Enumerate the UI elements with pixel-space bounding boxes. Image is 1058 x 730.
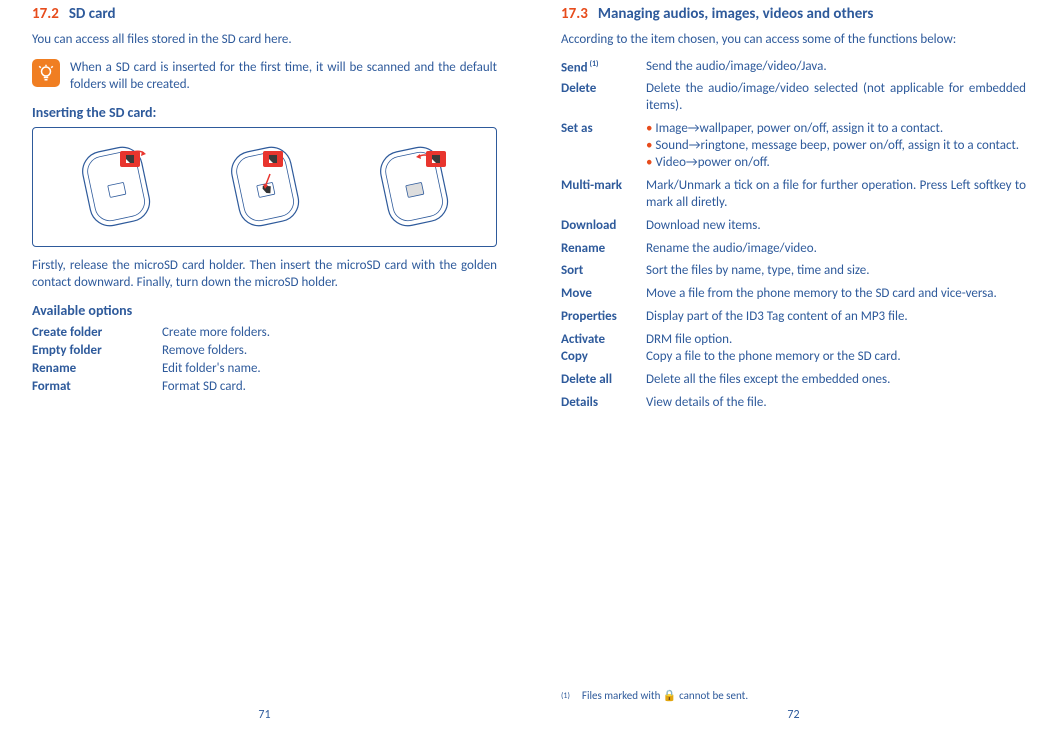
function-desc: Send the audio/image/video/Java.	[646, 59, 1026, 76]
option-label: Create folder	[32, 325, 162, 340]
phone-diagram-1	[66, 139, 166, 234]
option-desc: Edit folder's name.	[162, 361, 497, 376]
function-row: CopyCopy a file to the phone memory or t…	[561, 349, 1026, 366]
function-row: PropertiesDisplay part of the ID3 Tag co…	[561, 309, 1026, 326]
lock-icon: 🔒	[663, 689, 677, 702]
intro-text: You can access all files stored in the S…	[32, 31, 497, 49]
option-desc: Remove folders.	[162, 343, 497, 358]
section-name: Managing audios, images, videos and othe…	[598, 5, 874, 23]
options-table: Create folder Create more folders. Empty…	[32, 325, 497, 394]
option-label: Format	[32, 379, 162, 394]
function-desc: • Image→wallpaper, power on/off, assign …	[646, 121, 1026, 172]
phone-diagram-2	[215, 139, 315, 234]
function-desc: Delete the audio/image/video selected (n…	[646, 81, 1026, 115]
section-title-17-3: 17.3 Managing audios, images, videos and …	[561, 5, 1026, 23]
function-desc: DRM file option.	[646, 332, 1026, 349]
insert-description: Firstly, release the microSD card holder…	[32, 257, 497, 292]
option-row: Format Format SD card.	[32, 379, 497, 394]
option-desc: Format SD card.	[162, 379, 497, 394]
function-row: DeleteDelete the audio/image/video selec…	[561, 81, 1026, 115]
function-label: Activate	[561, 332, 646, 349]
function-desc: Delete all the files except the embedded…	[646, 372, 1026, 389]
option-label: Rename	[32, 361, 162, 376]
footnote-sup: (1)	[561, 691, 570, 701]
available-options-heading: Available options	[32, 302, 497, 319]
function-label: Copy	[561, 349, 646, 366]
section-num: 17.3	[561, 5, 588, 23]
function-label: Send (1)	[561, 59, 646, 76]
function-label: Delete	[561, 81, 646, 115]
function-label: Download	[561, 218, 646, 235]
page-number: 72	[561, 708, 1026, 722]
option-label: Empty folder	[32, 343, 162, 358]
page-left: 17.2 SD card You can access all files sto…	[0, 0, 529, 730]
function-desc: Rename the audio/image/video.	[646, 241, 1026, 258]
intro-text: According to the item chosen, you can ac…	[561, 31, 1026, 49]
function-desc: Download new items.	[646, 218, 1026, 235]
function-desc: Copy a file to the phone memory or the S…	[646, 349, 1026, 366]
function-desc: Sort the files by name, type, time and s…	[646, 263, 1026, 280]
function-row: Set as• Image→wallpaper, power on/off, a…	[561, 121, 1026, 172]
tip-block: When a SD card is inserted for the first…	[32, 59, 497, 94]
function-label: Properties	[561, 309, 646, 326]
insert-heading: Inserting the SD card:	[32, 104, 497, 121]
function-desc: View details of the file.	[646, 395, 1026, 412]
bulb-icon	[32, 59, 60, 87]
function-row: RenameRename the audio/image/video.	[561, 241, 1026, 258]
function-row: DownloadDownload new items.	[561, 218, 1026, 235]
option-row: Rename Edit folder's name.	[32, 361, 497, 376]
tip-text: When a SD card is inserted for the first…	[70, 59, 497, 94]
function-label: Details	[561, 395, 646, 412]
sd-illustration	[32, 127, 497, 247]
function-label: Multi-mark	[561, 178, 646, 212]
phone-diagram-3	[364, 139, 464, 234]
section-name: SD card	[69, 5, 116, 23]
function-desc: Display part of the ID3 Tag content of a…	[646, 309, 1026, 326]
footnote: (1) Files marked with 🔒 cannot be sent.	[561, 689, 748, 702]
functions-table: Send (1)Send the audio/image/video/Java.…	[561, 59, 1026, 412]
footnote-text: Files marked with 🔒 cannot be sent.	[582, 689, 748, 702]
function-label: Rename	[561, 241, 646, 258]
function-desc: Mark/Unmark a tick on a file for further…	[646, 178, 1026, 212]
function-row: Send (1)Send the audio/image/video/Java.	[561, 59, 1026, 76]
section-title-17-2: 17.2 SD card	[32, 5, 497, 23]
function-label: Set as	[561, 121, 646, 172]
option-row: Create folder Create more folders.	[32, 325, 497, 340]
function-row: DetailsView details of the file.	[561, 395, 1026, 412]
option-desc: Create more folders.	[162, 325, 497, 340]
function-row: SortSort the files by name, type, time a…	[561, 263, 1026, 280]
function-label: Sort	[561, 263, 646, 280]
function-label: Delete all	[561, 372, 646, 389]
page-right: 17.3 Managing audios, images, videos and …	[529, 0, 1058, 730]
page-number: 71	[32, 708, 497, 722]
function-desc: Move a file from the phone memory to the…	[646, 286, 1026, 303]
function-row: Multi-markMark/Unmark a tick on a file f…	[561, 178, 1026, 212]
section-num: 17.2	[32, 5, 59, 23]
function-row: ActivateDRM file option.	[561, 332, 1026, 349]
function-label: Move	[561, 286, 646, 303]
option-row: Empty folder Remove folders.	[32, 343, 497, 358]
function-row: MoveMove a file from the phone memory to…	[561, 286, 1026, 303]
function-row: Delete allDelete all the files except th…	[561, 372, 1026, 389]
